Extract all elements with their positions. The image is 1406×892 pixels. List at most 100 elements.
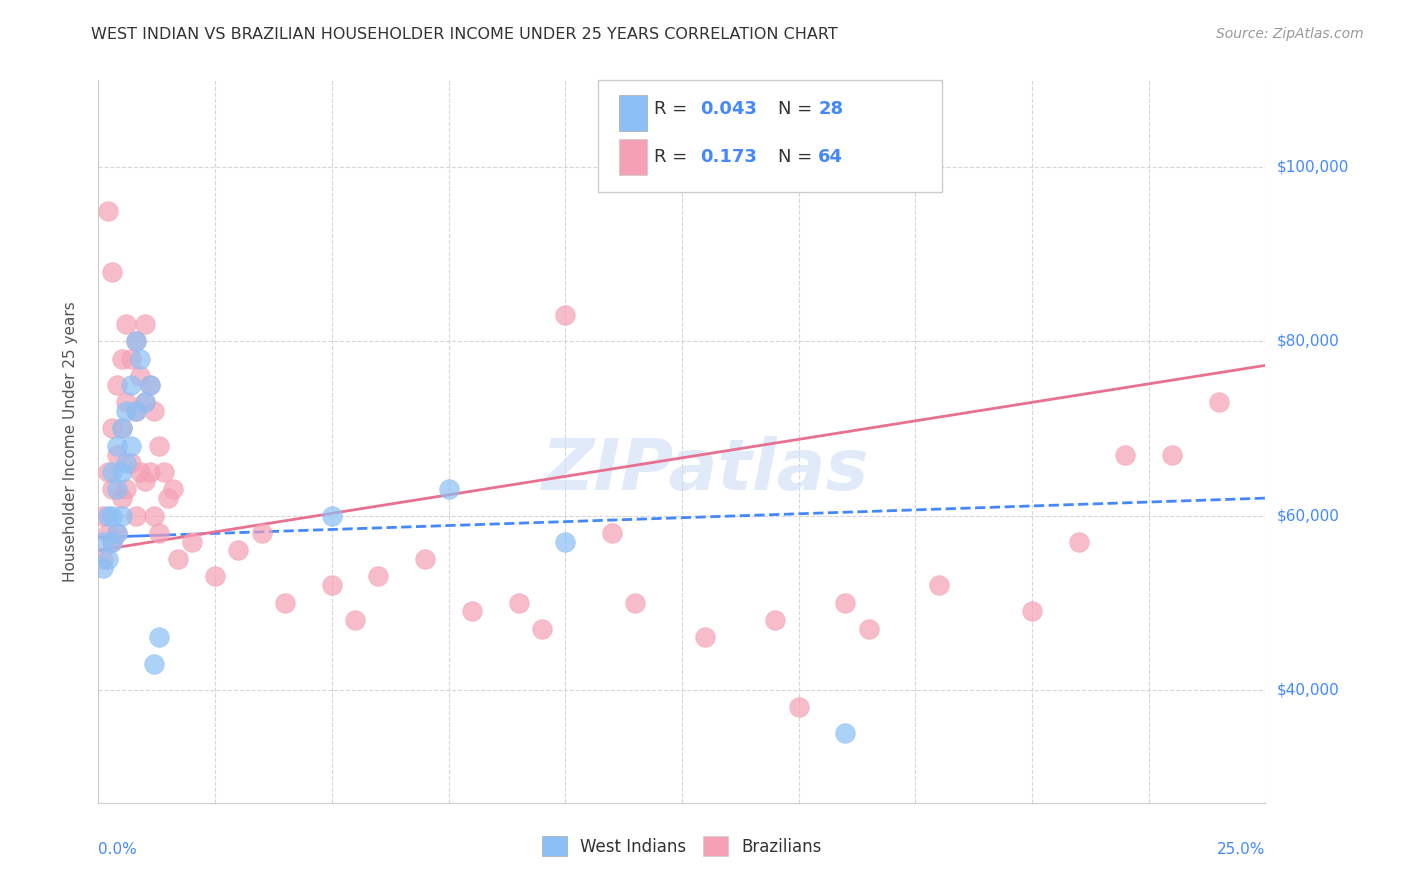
Point [91,508,114,523]
Point [166,552,188,566]
Point [148,631,170,645]
Point [461,604,484,618]
Text: $40,000: $40,000 [1277,682,1340,698]
Point [152,465,174,479]
Point [437,483,460,497]
Point [143,404,166,418]
Point [115,456,138,470]
Point [162,483,184,497]
Point [228,543,250,558]
Point [134,317,156,331]
Point [125,334,148,349]
Point [120,456,142,470]
Point [111,421,134,435]
Point [115,395,138,409]
Text: $80,000: $80,000 [1277,334,1340,349]
Point [413,552,436,566]
Point [91,552,114,566]
Point [125,404,148,418]
Point [105,448,128,462]
Point [204,569,226,583]
Point [274,596,297,610]
Point [148,439,170,453]
Text: 0.043: 0.043 [700,101,756,119]
Point [554,308,576,322]
Point [105,525,128,540]
Point [695,631,717,645]
Text: R =: R = [654,101,693,119]
Point [143,508,166,523]
Point [115,483,138,497]
Point [367,569,389,583]
Point [148,525,170,540]
Point [101,534,124,549]
Point [1161,448,1184,462]
Point [624,596,647,610]
Point [787,700,810,714]
Text: 64: 64 [818,147,844,166]
Point [101,421,124,435]
Point [129,351,152,366]
Point [111,421,134,435]
Point [115,317,138,331]
Point [763,613,786,627]
Text: 25.0%: 25.0% [1218,842,1265,856]
Point [508,596,530,610]
Legend: West Indians, Brazilians: West Indians, Brazilians [536,830,828,863]
Point [1114,448,1136,462]
Point [134,395,156,409]
Point [139,378,162,392]
Text: Source: ZipAtlas.com: Source: ZipAtlas.com [1216,27,1364,41]
Point [134,395,156,409]
Point [554,534,576,549]
Point [125,508,148,523]
Text: 0.173: 0.173 [700,147,756,166]
Point [101,534,124,549]
Y-axis label: Householder Income Under 25 years: Householder Income Under 25 years [63,301,77,582]
Point [120,439,142,453]
Point [97,552,120,566]
Point [120,351,142,366]
Text: $100,000: $100,000 [1277,160,1348,175]
Point [111,508,134,523]
Point [1021,604,1043,618]
Point [101,265,124,279]
Point [1067,534,1090,549]
Point [101,465,124,479]
Point [101,508,124,523]
Point [530,622,553,636]
Point [111,491,134,505]
Point [129,369,152,384]
Point [97,508,120,523]
Point [125,404,148,418]
Point [129,465,152,479]
Point [143,657,166,671]
Point [834,596,856,610]
Point [600,525,623,540]
Text: 0.0%: 0.0% [98,842,138,856]
Point [858,622,880,636]
Point [105,439,128,453]
Point [157,491,180,505]
Text: WEST INDIAN VS BRAZILIAN HOUSEHOLDER INCOME UNDER 25 YEARS CORRELATION CHART: WEST INDIAN VS BRAZILIAN HOUSEHOLDER INC… [91,27,838,42]
Point [134,474,156,488]
Point [139,465,162,479]
Point [105,525,128,540]
Point [344,613,367,627]
Point [105,483,128,497]
Text: 28: 28 [818,101,844,119]
Point [139,378,162,392]
Point [97,203,120,218]
Point [834,726,856,740]
Point [111,465,134,479]
Point [180,534,202,549]
Text: $60,000: $60,000 [1277,508,1340,523]
Point [101,483,124,497]
Point [125,334,148,349]
Text: N =: N = [778,101,817,119]
Text: N =: N = [778,147,817,166]
Point [928,578,950,592]
Point [115,404,138,418]
Point [91,534,114,549]
Point [97,525,120,540]
